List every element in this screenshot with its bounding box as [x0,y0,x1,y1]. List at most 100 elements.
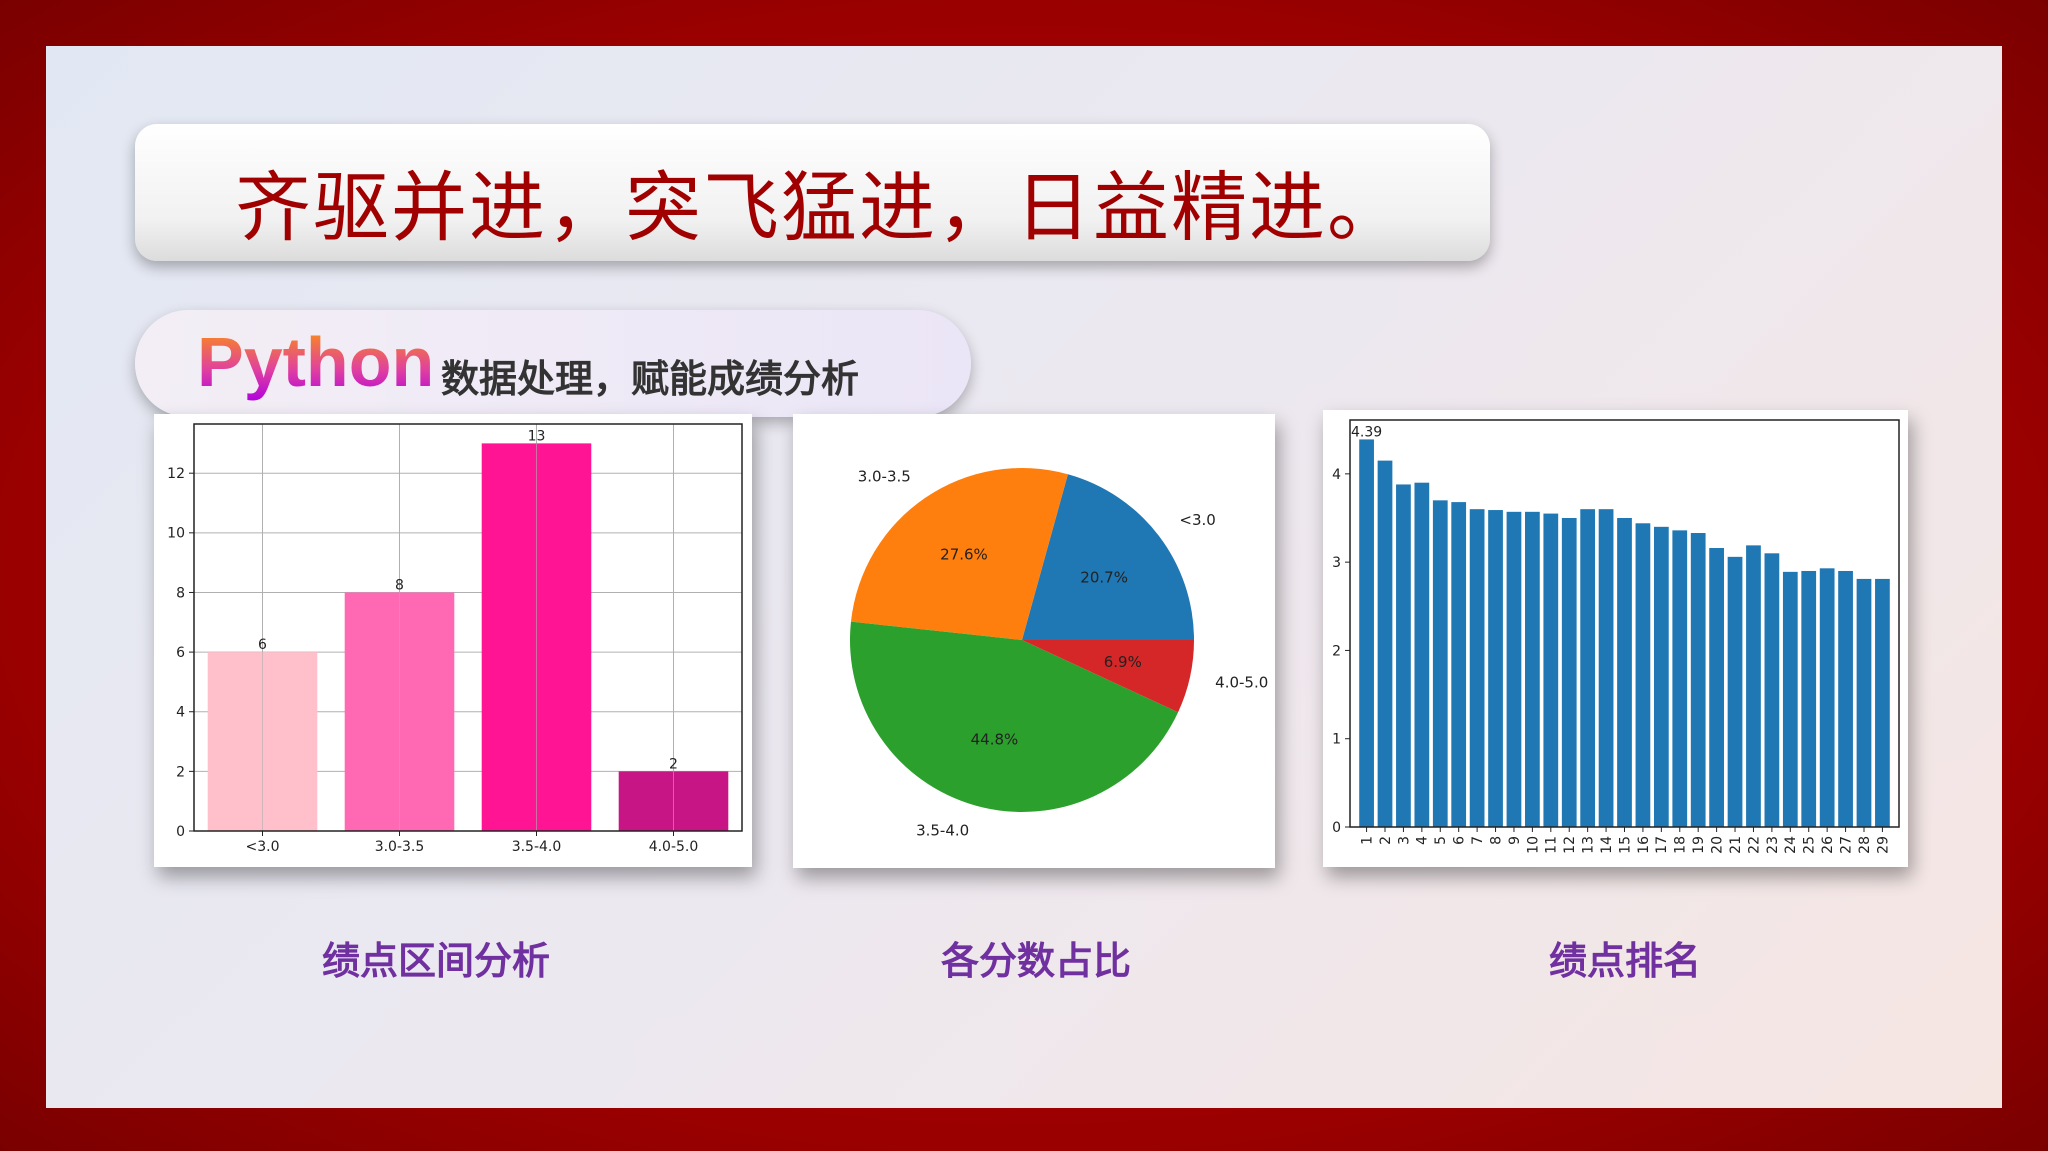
pct-label: 20.7% [1080,569,1128,587]
slice-label: 3.0-3.5 [858,467,911,485]
bar [1801,570,1817,827]
x-tick-label: 11 [1544,836,1560,854]
slice-label: <3.0 [1179,511,1215,529]
caption-score-share: 各分数占比 [940,939,1131,983]
bar [1506,511,1522,827]
x-tick-label: 17 [1654,836,1670,854]
x-tick-label: 20 [1710,836,1726,854]
x-tick-label: 21 [1728,836,1744,854]
y-tick-label: 8 [176,585,185,601]
bar [1377,460,1393,827]
data-label: 13 [528,428,546,444]
bar [1690,533,1706,827]
x-tick-label: 24 [1783,836,1799,854]
bar [1580,509,1596,827]
x-tick-label: 12 [1562,836,1578,854]
y-tick-label: 0 [1332,820,1341,836]
x-tick-label: 3.0-3.5 [375,839,425,855]
data-label: 6 [258,637,267,653]
bar [1432,500,1448,827]
y-tick-label: 10 [167,526,185,542]
pie-slice [850,621,1179,812]
x-tick-label: 3.5-4.0 [512,839,562,855]
bar [1819,568,1835,827]
bar [1469,509,1485,827]
x-tick-label: 16 [1636,836,1652,854]
x-tick-label: 23 [1765,836,1781,854]
bar [1451,502,1467,827]
data-label: 8 [395,577,404,593]
y-tick-label: 12 [167,466,185,482]
bar [1875,578,1890,827]
bar [1525,511,1540,827]
bar [1653,526,1669,827]
pct-label: 27.6% [940,546,988,564]
axes-frame [193,423,743,832]
x-tick-label: 1 [1359,836,1375,845]
bar [1598,509,1614,827]
x-tick-label: 22 [1746,836,1762,854]
pct-label: 44.8% [971,730,1019,748]
bar [1414,482,1430,827]
subtitle-text: 数据处理，赋能成绩分析 [441,357,860,401]
x-tick-label: 25 [1802,836,1818,854]
pie-slice [1022,640,1194,713]
x-tick-label: 7 [1470,836,1486,845]
y-tick-label: 4 [1332,467,1341,483]
python-brand: Python [197,323,435,401]
y-tick-label: 3 [1332,555,1341,571]
caption-gpa-ranking: 绩点排名 [1548,939,1701,983]
y-tick-label: 6 [176,645,185,661]
x-tick-label: 19 [1691,836,1707,854]
x-tick-label: <3.0 [246,839,280,855]
data-label: 2 [669,756,678,772]
bar [1635,523,1651,827]
bar [1838,570,1853,827]
x-tick-label: 8 [1488,836,1504,845]
x-tick-label: 2 [1378,836,1394,845]
bar [1746,545,1761,827]
x-tick-label: 5 [1433,836,1449,845]
x-tick-label: 6 [1452,836,1468,845]
bar [1359,439,1374,827]
bar [1782,571,1798,827]
slice-label: 4.0-5.0 [1215,674,1268,692]
y-tick-label: 2 [176,764,185,780]
bar [1709,548,1724,827]
x-tick-label: 10 [1525,836,1541,854]
y-tick-label: 1 [1332,732,1341,748]
caption-gpa-range: 绩点区间分析 [321,939,550,983]
bar [1561,517,1577,827]
x-tick-label: 3 [1396,836,1412,845]
x-tick-label: 13 [1581,836,1597,854]
score-share-pie-chart: 20.7% <3.0 27.6% 3.0-3.5 44.8% 3.5-4.0 6.9% 4.0… [793,414,1275,868]
x-tick-label: 26 [1820,836,1836,854]
gpa-ranking-bar-chart: 0 1 2 3 4 1 2 3 4 5 6 7 8 9 10 11 12 13 14 15 16 17 18 19 20 21 22… [1323,410,1908,867]
bar [1396,484,1411,827]
x-tick-label: 27 [1838,836,1854,854]
x-tick-label: 28 [1857,836,1873,854]
bar [1727,556,1743,827]
bar [1488,510,1503,827]
bar [1672,530,1688,827]
page-title: 齐驱并进，突飞猛进，日益精进。 [235,163,1405,252]
slice-label: 3.5-4.0 [916,822,969,840]
subtitle-pill: Python 数据处理，赋能成绩分析 [135,310,971,417]
y-tick-label: 4 [176,705,185,721]
pie-slice [1022,474,1194,640]
pie-slice [850,468,1068,640]
bar [1764,553,1780,827]
x-tick-label: 18 [1673,836,1689,854]
title-banner: 齐驱并进，突飞猛进，日益精进。 [135,124,1490,261]
x-tick-label: 9 [1507,836,1523,845]
x-tick-label: 4.0-5.0 [649,839,699,855]
data-label: 4.39 [1351,424,1382,440]
x-tick-label: 14 [1599,836,1615,854]
pct-label: 6.9% [1104,653,1142,671]
y-tick-label: 2 [1332,643,1341,659]
x-tick-label: 4 [1415,836,1431,845]
y-tick-label: 0 [176,824,185,840]
gpa-range-bar-chart: 0 2 4 6 8 10 12 <3.0 3.0-3.5 3.5-4.0 4.0-5.0 6 8 13 2 [154,414,752,867]
x-tick-label: 29 [1875,836,1891,854]
bar [1543,513,1559,827]
